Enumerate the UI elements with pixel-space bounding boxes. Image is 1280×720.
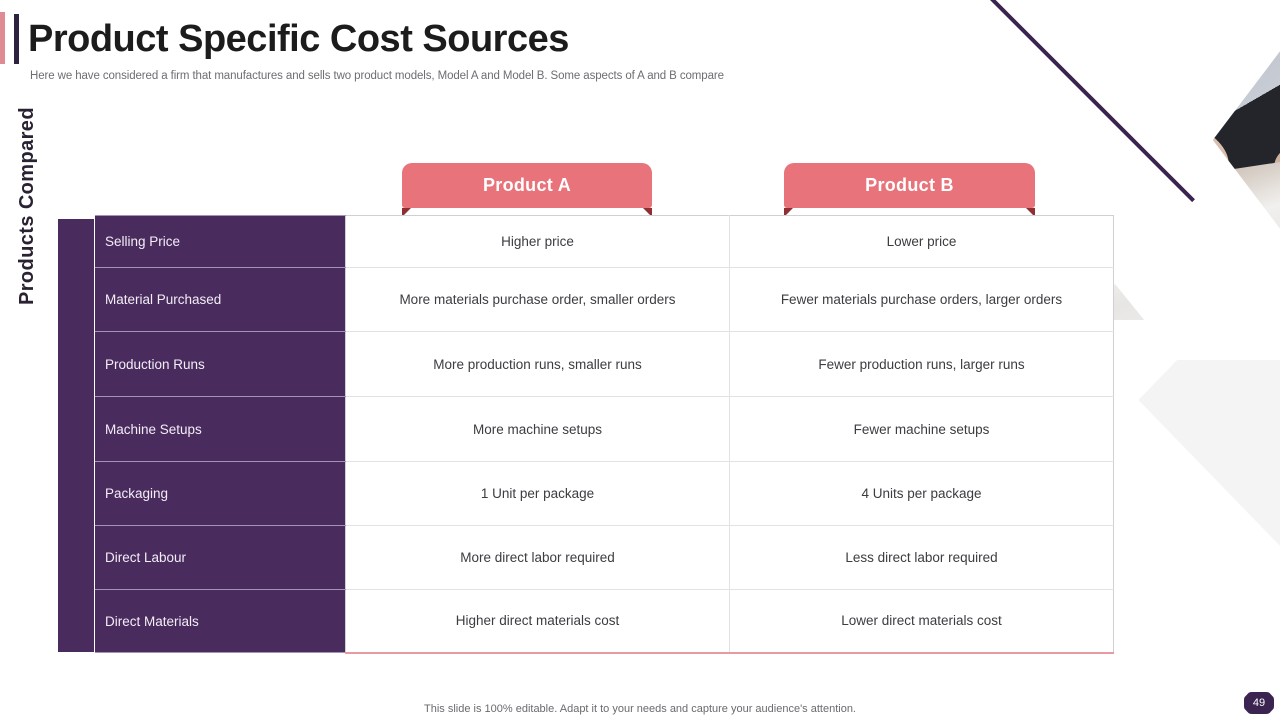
product-b-value-text: Lower price [886,234,957,249]
banner-tail-right-icon [1026,208,1035,217]
row-label-cell: Packaging [95,461,346,526]
product-a-value-text: 1 Unit per package [480,486,595,501]
row-label-cell: Direct Labour [95,525,346,590]
row-label-cell: Selling Price [95,215,346,268]
product-b-value-cell: Fewer machine setups [729,396,1114,462]
product-b-value-cell: Less direct labor required [729,525,1114,590]
row-label-cell: Machine Setups [95,396,346,462]
row-label-text: Direct Materials [105,613,199,629]
product-b-value-text: 4 Units per package [861,486,982,501]
footer-note: This slide is 100% editable. Adapt it to… [424,703,856,715]
ghost-chevron-shape [1138,250,1280,550]
product-b-value-cell: Fewer materials purchase orders, larger … [729,267,1114,332]
product-b-value-cell: Lower price [729,215,1114,268]
table-row: Machine Setups More machine setups Fewer… [95,396,1114,462]
product-a-value-text: More machine setups [472,421,603,437]
product-a-value-text: More materials purchase order, smaller o… [399,292,676,307]
table-row: Direct Labour More direct labor required… [95,525,1114,590]
hand-left-shape [1151,114,1239,192]
product-a-value-text: Higher direct materials cost [455,613,620,629]
product-a-value-cell: More machine setups [345,396,730,462]
table-row: Material Purchased More materials purcha… [95,267,1114,332]
product-b-value-text: Fewer machine setups [853,421,990,437]
product-a-label: Product A [482,175,572,195]
title-accent-bar-purple [14,14,19,64]
table-row: Production Runs More production runs, sm… [95,331,1114,397]
page-subtitle: Here we have considered a firm that manu… [30,70,724,82]
row-label-cell: Production Runs [95,331,346,397]
row-label-text: Material Purchased [105,292,222,307]
product-b-value-text: Less direct labor required [845,550,998,565]
product-b-header-banner: Product B [784,163,1035,217]
row-label-text: Selling Price [105,234,181,249]
product-b-value-cell: 4 Units per package [729,461,1114,526]
row-label-cell: Direct Materials [95,589,346,653]
banner-tail-right-icon [643,208,652,217]
table-row: Packaging 1 Unit per package 4 Units per… [95,461,1114,526]
banner-tail-left-icon [402,208,411,217]
product-a-value-cell: Higher price [345,215,730,268]
product-a-value-text: Higher price [501,234,574,249]
product-a-value-cell: Higher direct materials cost [345,589,730,654]
table-row: Selling Price Higher price Lower price [95,215,1114,268]
page-number-badge: 49 [1244,692,1274,714]
product-b-value-cell: Lower direct materials cost [729,589,1114,654]
comparison-table: Selling Price Higher price Lower price M… [95,215,1114,654]
product-a-value-cell: 1 Unit per package [345,461,730,526]
row-label-text: Packaging [105,486,169,501]
product-b-value-text: Lower direct materials cost [841,613,1002,629]
desk-surface-shape [1100,150,1280,320]
banner-tail-left-icon [784,208,793,217]
row-label-text: Production Runs [105,356,205,372]
product-a-value-text: More production runs, smaller runs [433,356,642,372]
product-a-value-cell: More direct labor required [345,525,730,590]
product-b-label: Product B [865,175,954,195]
page-title: Product Specific Cost Sources [28,18,569,60]
product-b-value-text: Fewer materials purchase orders, larger … [780,292,1063,307]
row-label-cell: Material Purchased [95,267,346,332]
row-label-text: Machine Setups [105,421,202,437]
table-row: Direct Materials Higher direct materials… [95,589,1114,654]
comparison-table-body: Selling Price Higher price Lower price M… [95,215,1114,654]
product-a-header-banner: Product A [402,163,652,217]
product-a-value-text: More direct labor required [460,550,615,565]
table-left-accent-bar [58,219,94,652]
paper-chart-shape [1275,375,1280,434]
title-accent-bar-pink [0,12,5,64]
row-label-text: Direct Labour [105,550,187,565]
product-b-value-text: Fewer production runs, larger runs [818,356,1025,372]
product-b-value-cell: Fewer production runs, larger runs [729,331,1114,397]
product-a-value-cell: More materials purchase order, smaller o… [345,267,730,332]
product-a-value-cell: More production runs, smaller runs [345,331,730,397]
hand-right-shape [1269,133,1280,193]
side-label-products-compared: Products Compared [16,107,38,305]
